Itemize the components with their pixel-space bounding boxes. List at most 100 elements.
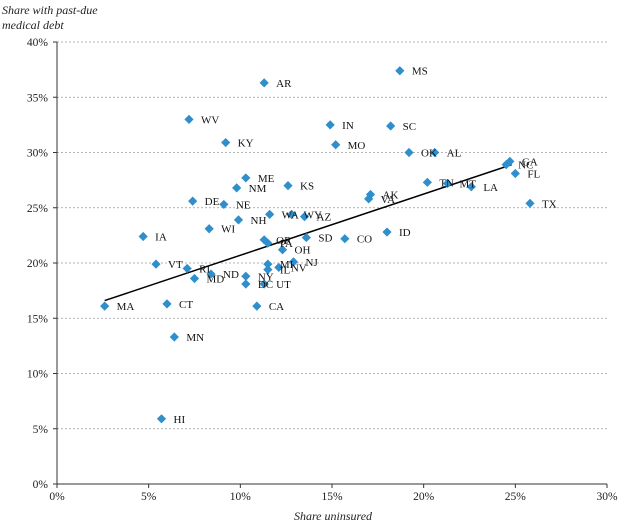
y-tick-label: 30%	[27, 148, 49, 160]
y-tick-label: 25%	[27, 203, 49, 215]
data-point-nd	[206, 269, 216, 279]
data-point-or	[259, 235, 269, 245]
data-point-wa	[265, 209, 275, 219]
point-label-ny: NY	[258, 271, 274, 283]
point-label-mi: MI	[280, 259, 294, 271]
data-point-mo	[331, 140, 341, 150]
point-label-ga: GA	[522, 156, 538, 168]
data-point-tn	[422, 177, 432, 187]
data-point-ca	[252, 301, 262, 311]
data-point-ok	[404, 147, 414, 158]
data-point-ms	[395, 66, 405, 76]
point-label-ma: MA	[117, 301, 135, 313]
point-label-nm: NM	[249, 183, 267, 195]
data-point-nh	[233, 215, 244, 225]
point-label-ct: CT	[179, 299, 193, 311]
x-tick-label: 30%	[596, 491, 618, 503]
data-point-ma	[100, 301, 110, 311]
y-tick-label: 5%	[33, 424, 49, 436]
x-tick-label: 10%	[230, 491, 252, 503]
point-label-wa: WA	[282, 209, 299, 221]
data-point-sc	[386, 121, 396, 131]
point-label-ia: IA	[155, 231, 167, 243]
point-label-in: IN	[342, 120, 354, 132]
point-label-sc: SC	[403, 121, 416, 133]
point-label-de: DE	[205, 196, 220, 208]
data-point-co	[340, 234, 350, 244]
point-label-oh: OH	[295, 245, 311, 257]
point-label-nv: NV	[291, 262, 307, 274]
point-label-tn: TN	[439, 177, 454, 189]
point-label-il: IL	[280, 265, 291, 277]
data-point-in	[325, 120, 335, 130]
data-point-ri	[182, 263, 192, 274]
point-label-dc: DC	[258, 279, 273, 291]
data-point-ks	[283, 181, 293, 191]
point-label-ak: AK	[383, 189, 399, 201]
point-label-vt: VT	[168, 259, 183, 271]
data-point-dc	[241, 279, 251, 289]
y-tick-label: 15%	[27, 313, 49, 325]
point-label-nh: NH	[251, 215, 267, 227]
data-point-nc	[501, 160, 511, 170]
point-label-ar: AR	[276, 78, 292, 90]
y-axis-title-line-2: medical debt	[2, 18, 64, 32]
data-point-al	[430, 147, 440, 158]
y-tick-label: 20%	[27, 258, 49, 270]
point-label-wv: WV	[201, 114, 219, 126]
point-label-ok: OK	[421, 148, 437, 160]
data-point-mi	[263, 259, 273, 269]
data-point-ky	[221, 137, 231, 148]
data-point-ar	[259, 78, 269, 88]
point-label-mn: MN	[186, 332, 204, 344]
point-label-md: MD	[207, 273, 225, 285]
data-point-az	[299, 211, 310, 222]
data-point-sd	[301, 232, 311, 243]
point-label-mt: MT	[460, 178, 477, 190]
trendline-layer	[104, 163, 512, 302]
data-point-tx	[525, 198, 535, 208]
data-point-ct	[162, 299, 172, 309]
data-point-wv	[184, 114, 194, 124]
point-label-wi: WI	[221, 224, 235, 236]
x-tick-label: 15%	[321, 491, 343, 503]
x-axis-title: Share uninsured	[294, 509, 373, 523]
y-tick-label: 40%	[27, 37, 49, 49]
data-point-nm	[232, 183, 242, 193]
data-point-oh	[277, 245, 288, 255]
data-point-wi	[204, 224, 214, 234]
point-label-nd: ND	[223, 269, 239, 281]
point-label-ks: KS	[300, 181, 314, 193]
point-label-va: VA	[381, 194, 396, 206]
data-point-fl	[510, 168, 520, 179]
point-label-pa: PA	[280, 238, 293, 250]
x-tick-label: 20%	[413, 491, 435, 503]
point-label-sd: SD	[318, 233, 332, 245]
data-point-nj	[288, 257, 299, 267]
data-point-me	[241, 173, 251, 183]
data-point-id	[382, 227, 392, 237]
point-label-az: AZ	[317, 212, 332, 224]
point-label-ca: CA	[269, 301, 284, 313]
data-point-il	[263, 265, 273, 275]
point-label-ut: UT	[276, 279, 291, 291]
data-point-ut	[259, 279, 269, 289]
point-label-me: ME	[258, 173, 275, 185]
x-tick-label: 5%	[141, 491, 157, 503]
point-label-al: AL	[447, 148, 462, 160]
point-label-ne: NE	[236, 199, 251, 211]
point-label-or: OR	[276, 235, 292, 247]
data-points	[100, 66, 535, 424]
y-tick-label: 35%	[27, 92, 49, 104]
data-point-ia	[138, 231, 148, 242]
y-tick-label: 0%	[33, 479, 49, 491]
y-axis-title-line-1: Share with past-due	[2, 3, 98, 17]
point-label-fl: FL	[527, 168, 540, 180]
data-point-mt	[442, 178, 453, 189]
y-tick-label: 10%	[27, 369, 49, 381]
data-point-pa	[263, 238, 273, 248]
point-label-mo: MO	[348, 140, 366, 152]
data-point-va	[364, 194, 374, 204]
